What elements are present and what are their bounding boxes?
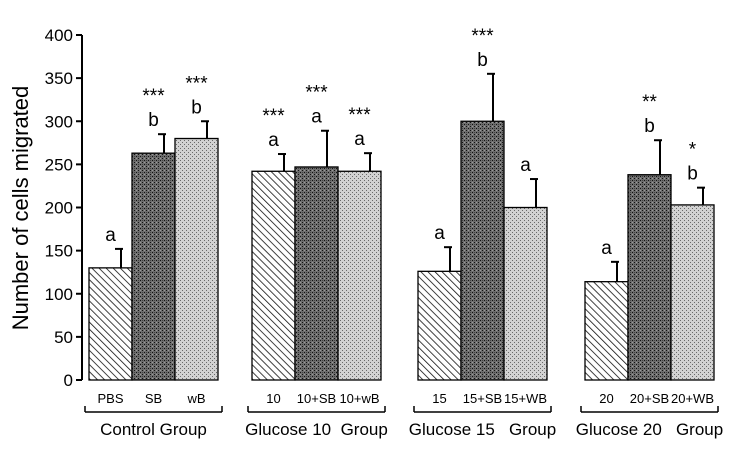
group-label: Control Group [100, 420, 207, 439]
category-label: 20 [599, 391, 613, 406]
significance-stars: *** [348, 105, 371, 126]
y-tick-label: 150 [45, 242, 73, 261]
category-label: 10+wB [339, 391, 379, 406]
bar [88, 267, 133, 381]
significance-letter: b [477, 50, 488, 71]
category-label: 20+SB [630, 391, 669, 406]
category-label: 15 [432, 391, 446, 406]
significance-letter: a [354, 129, 365, 150]
significance-letter: a [434, 223, 445, 244]
bar [417, 270, 462, 381]
significance-letter: a [520, 155, 531, 176]
bar [584, 281, 629, 381]
significance-stars: ** [642, 92, 657, 113]
bar [460, 120, 505, 381]
y-tick-label: 350 [45, 69, 73, 88]
category-label: PBS [97, 391, 123, 406]
significance-letter: a [105, 225, 116, 246]
significance-stars: * [689, 140, 697, 161]
y-tick-label: 50 [54, 328, 73, 347]
significance-letter: b [644, 116, 655, 137]
significance-letter: a [601, 238, 612, 259]
bar [337, 170, 382, 381]
bar [174, 137, 219, 381]
category-label: 20+WB [671, 391, 714, 406]
significance-stars: *** [471, 26, 494, 47]
bar [251, 170, 296, 381]
category-label: 15+SB [463, 391, 502, 406]
significance-letter: a [268, 130, 279, 151]
significance-stars: *** [262, 106, 285, 127]
y-tick-label: 400 [45, 26, 73, 45]
y-tick-label: 300 [45, 112, 73, 131]
bar [503, 206, 548, 381]
y-tick-label: 0 [64, 371, 73, 390]
category-label: SB [145, 391, 162, 406]
bar [627, 174, 672, 381]
bar [670, 204, 715, 381]
significance-letter: b [148, 110, 159, 131]
y-tick-label: 200 [45, 199, 73, 218]
bar [131, 152, 176, 381]
category-label: 10+SB [297, 391, 336, 406]
category-label: 15+WB [504, 391, 547, 406]
bars [88, 72, 715, 381]
group-label: Glucose 15 Group [409, 420, 556, 439]
y-axis-label: Number of cells migrated [8, 86, 33, 331]
significance-letter: b [191, 97, 202, 118]
significance-letter: a [311, 107, 322, 128]
category-label: 10 [266, 391, 280, 406]
y-axis: 0 50 100 150 200 250 300 350 400 [45, 26, 83, 390]
x-axis-labels: PBS SB wB Control Group 10 10+SB 10+wB Glucose … [84, 391, 723, 439]
y-tick-label: 250 [45, 155, 73, 174]
group-label: Glucose 20 Group [576, 420, 723, 439]
annotations: a b *** b *** a *** a *** a *** a b *** a a b ** b * [105, 26, 698, 259]
y-tick-label: 100 [45, 285, 73, 304]
bar [294, 166, 339, 381]
category-label: wB [186, 391, 205, 406]
significance-letter: b [687, 164, 698, 185]
significance-stars: *** [142, 86, 165, 107]
group-label: Glucose 10 Group [245, 420, 388, 439]
significance-stars: *** [185, 73, 208, 94]
significance-stars: *** [305, 83, 328, 104]
